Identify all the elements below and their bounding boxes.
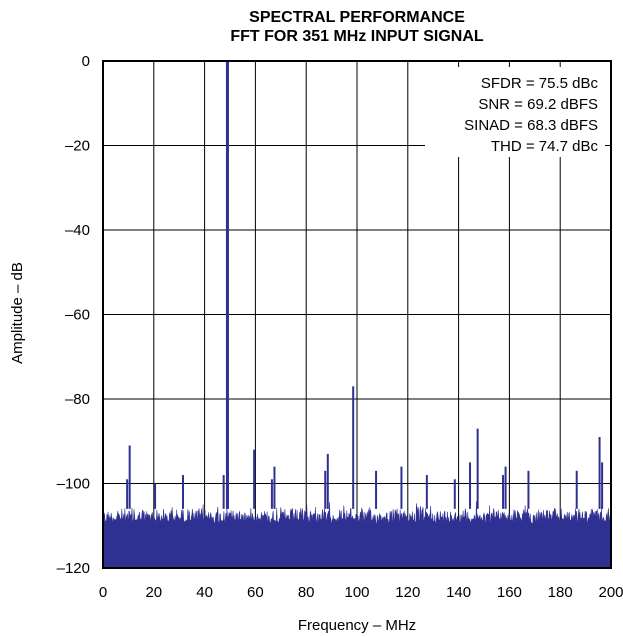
y-tick-labels: 0 –20 –40 –60 –80 –100 –120 xyxy=(57,53,90,577)
y-tick-label: –40 xyxy=(65,222,90,239)
x-tick-label: 180 xyxy=(548,584,573,601)
noise-floor-area xyxy=(102,501,612,569)
y-tick-label: –120 xyxy=(57,560,90,577)
x-tick-label: 160 xyxy=(497,584,522,601)
y-tick-label: 0 xyxy=(82,53,90,70)
annotation-text: SINAD = 68.3 dBFS xyxy=(464,117,598,134)
x-tick-label: 20 xyxy=(145,584,162,601)
plot-frame xyxy=(102,60,612,569)
annotation-text: SNR = 69.2 dBFS xyxy=(478,96,598,113)
x-tick-label: 100 xyxy=(344,584,369,601)
annotation-box xyxy=(425,67,605,157)
y-tick-label: –100 xyxy=(57,476,90,493)
y-tick-label: –80 xyxy=(65,391,90,408)
chart-subtitle: FFT FOR 351 MHz INPUT SIGNAL xyxy=(230,28,484,45)
x-tick-label: 80 xyxy=(298,584,315,601)
annotation-text: THD = 74.7 dBc xyxy=(491,138,599,155)
x-axis-label: Frequency – MHz xyxy=(298,617,416,634)
x-tick-label: 120 xyxy=(395,584,420,601)
x-tick-label: 60 xyxy=(247,584,264,601)
spectrum-series xyxy=(102,61,612,569)
chart-title: SPECTRAL PERFORMANCE xyxy=(249,9,465,26)
x-tick-label: 140 xyxy=(446,584,471,601)
y-tick-label: –60 xyxy=(65,307,90,324)
x-tick-labels: 0 20 40 60 80 100 120 140 160 180 200 xyxy=(99,584,623,601)
y-tick-label: –20 xyxy=(65,138,90,155)
x-tick-label: 40 xyxy=(196,584,213,601)
annotation-group: SFDR = 75.5 dBc SNR = 69.2 dBFS SINAD = 68… xyxy=(464,75,598,155)
y-axis-label: Amplitude – dB xyxy=(9,262,26,364)
annotation-text: SFDR = 75.5 dBc xyxy=(481,75,599,92)
x-tick-label: 200 xyxy=(598,584,623,601)
x-tick-label: 0 xyxy=(99,584,107,601)
